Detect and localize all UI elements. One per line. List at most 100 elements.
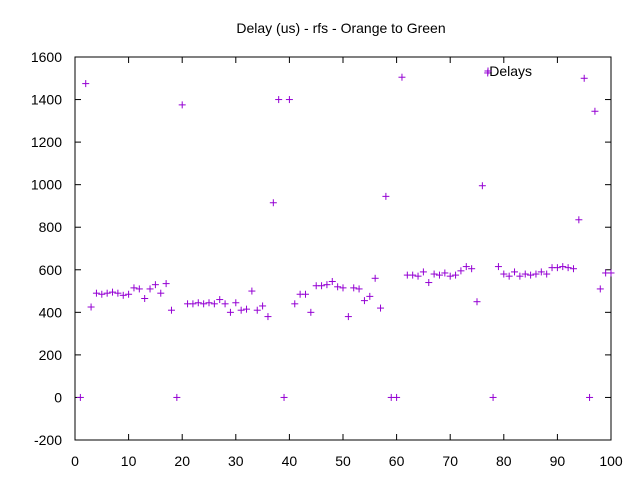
data-point <box>564 264 572 272</box>
data-point <box>162 280 170 288</box>
data-point <box>596 285 604 293</box>
data-point <box>269 199 277 207</box>
data-point <box>366 292 374 300</box>
data-point <box>200 300 208 308</box>
x-tick-label: 90 <box>550 453 566 469</box>
data-point <box>500 270 508 278</box>
x-tick-label: 80 <box>496 453 512 469</box>
x-tick-label: 40 <box>282 453 298 469</box>
data-point <box>307 308 315 316</box>
x-tick-label: 30 <box>228 453 244 469</box>
data-point <box>473 298 481 306</box>
data-point <box>511 268 519 276</box>
data-point <box>516 272 524 280</box>
data-point <box>109 288 117 296</box>
data-point <box>575 216 583 224</box>
data-point <box>178 101 186 109</box>
data-point <box>114 289 122 297</box>
data-point <box>253 306 261 314</box>
data-point <box>543 270 551 278</box>
data-point <box>82 80 90 88</box>
data-point <box>194 299 202 307</box>
data-point <box>521 270 529 278</box>
data-points <box>76 69 615 401</box>
data-point <box>360 297 368 305</box>
data-point <box>344 313 352 321</box>
data-point <box>334 283 342 291</box>
data-point <box>532 270 540 278</box>
legend-label-delays: Delays <box>489 63 532 79</box>
x-tick-label: 0 <box>71 453 79 469</box>
data-point <box>350 284 358 292</box>
y-tick-label: -200 <box>34 432 62 448</box>
data-point <box>248 287 256 295</box>
legend: Delays <box>484 63 532 79</box>
data-point <box>505 272 513 280</box>
data-point <box>167 306 175 314</box>
ticks: 0 10 20 30 40 50 60 70 80 90 100 -200 0 200 400 600 800 1… <box>31 49 623 469</box>
data-point <box>130 284 138 292</box>
data-point <box>323 281 331 289</box>
data-point <box>478 182 486 190</box>
data-point <box>419 268 427 276</box>
data-point <box>275 96 283 104</box>
data-point <box>414 272 422 280</box>
data-point <box>468 265 476 273</box>
data-point <box>157 289 165 297</box>
data-point <box>452 271 460 279</box>
data-point <box>441 269 449 277</box>
data-point <box>125 290 133 298</box>
data-point <box>559 263 567 271</box>
y-tick-label: 1400 <box>31 92 62 108</box>
data-point <box>210 300 218 308</box>
data-point <box>232 299 240 307</box>
data-point <box>591 107 599 115</box>
y-tick-label: 1200 <box>31 134 62 150</box>
data-point <box>173 393 181 401</box>
data-point <box>553 264 561 272</box>
data-point <box>339 284 347 292</box>
y-tick-label: 1600 <box>31 49 62 65</box>
x-tick-label: 60 <box>389 453 405 469</box>
data-point <box>586 393 594 401</box>
data-point <box>285 96 293 104</box>
axes <box>74 56 612 441</box>
data-point <box>355 285 363 293</box>
data-point <box>87 303 95 311</box>
data-point <box>264 313 272 321</box>
data-point <box>494 263 502 271</box>
data-point <box>457 267 465 275</box>
data-point <box>489 393 497 401</box>
data-point <box>151 281 159 289</box>
data-point <box>580 74 588 82</box>
data-point <box>425 279 433 287</box>
data-point <box>382 192 390 200</box>
data-point <box>259 302 267 310</box>
y-tick-label: 1000 <box>31 177 62 193</box>
data-point <box>135 285 143 293</box>
data-point <box>569 265 577 273</box>
data-point <box>226 308 234 316</box>
data-point <box>328 277 336 285</box>
data-point <box>189 300 197 308</box>
data-point <box>435 271 443 279</box>
data-point <box>301 290 309 298</box>
data-point <box>221 300 229 308</box>
x-tick-label: 10 <box>121 453 137 469</box>
data-point <box>98 290 106 298</box>
y-tick-label: 800 <box>39 219 63 235</box>
y-tick-label: 400 <box>39 304 63 320</box>
legend-key-delays <box>484 67 492 75</box>
data-point <box>537 268 545 276</box>
x-tick-label: 70 <box>442 453 458 469</box>
y-tick-label: 600 <box>39 262 63 278</box>
data-point <box>398 73 406 81</box>
data-point <box>205 299 213 307</box>
data-point <box>76 393 84 401</box>
data-point <box>430 270 438 278</box>
plot-border <box>74 56 612 441</box>
data-point <box>146 285 154 293</box>
y-tick-label: 0 <box>54 389 62 405</box>
data-point <box>119 291 127 299</box>
